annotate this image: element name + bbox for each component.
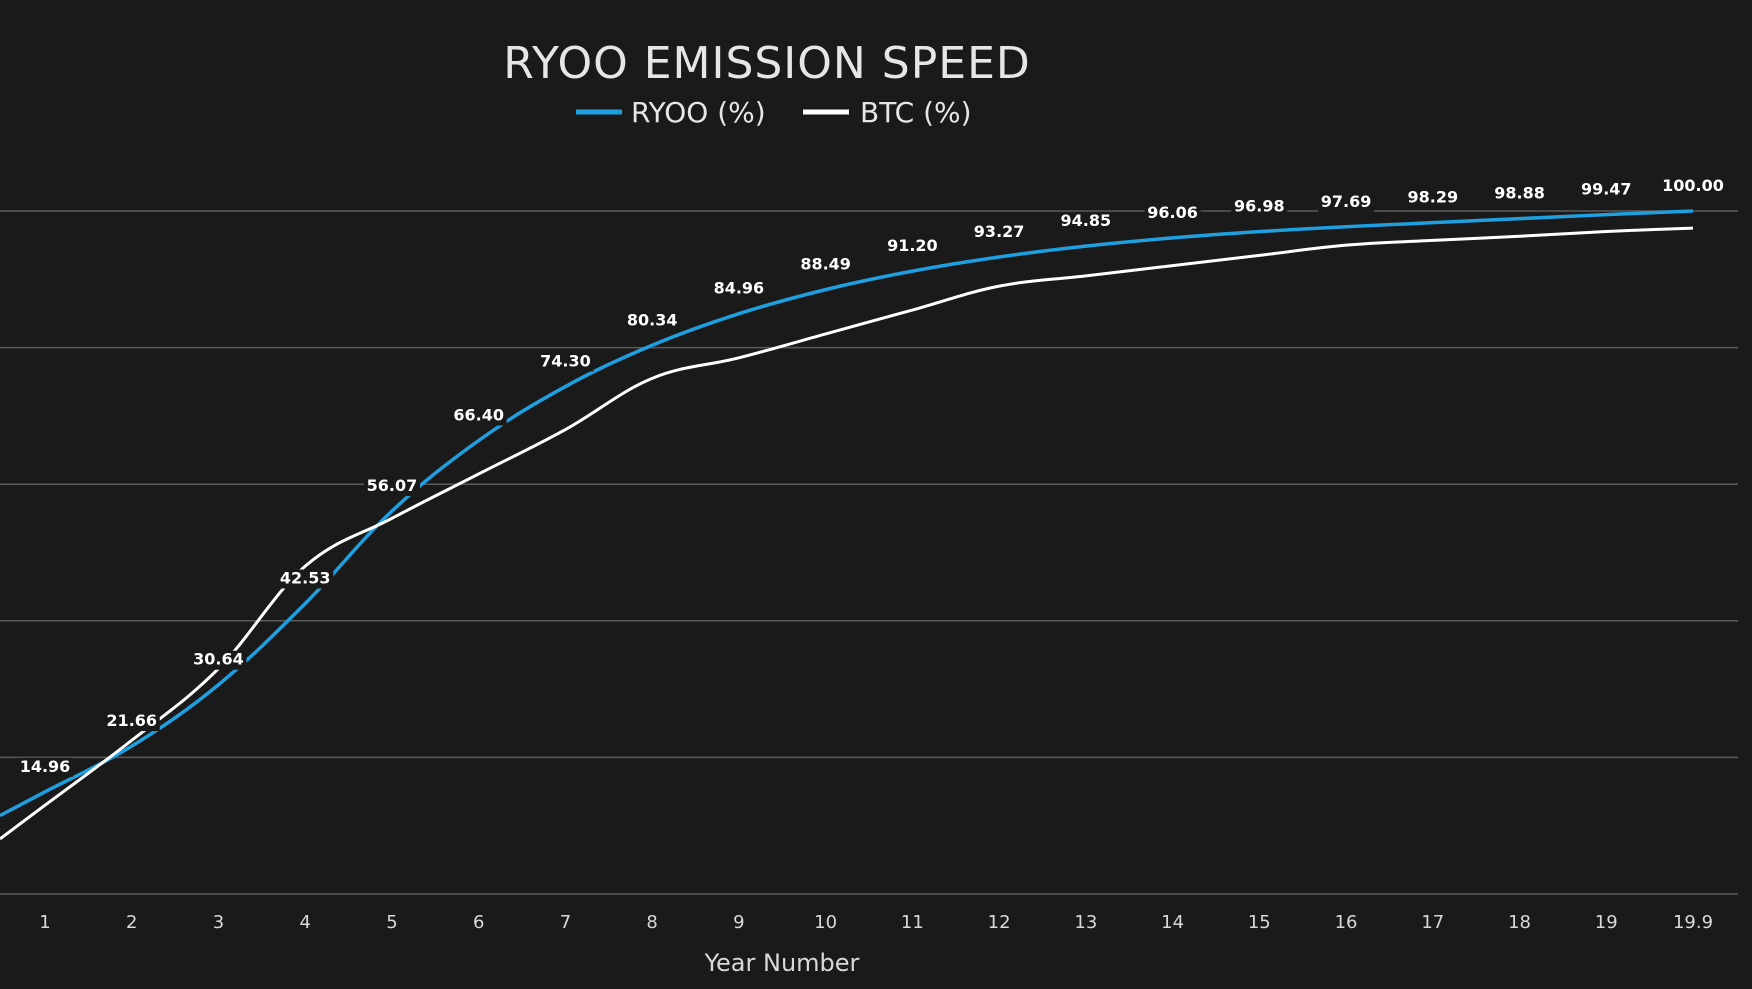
data-label-bg: [17, 757, 73, 777]
data-label: 97.69: [1321, 192, 1372, 211]
data-label: 96.06: [1147, 203, 1198, 222]
btc-series-line: [0, 226, 1694, 841]
data-label-bg: [1491, 184, 1548, 204]
x-axis-ticks: 1 2 3 4 5 6 7 8 9 10 11 12 13 14 15 16 17 18 19 19.9: [39, 912, 1713, 933]
data-label: 99.47: [1581, 180, 1632, 199]
data-label: 94.85: [1061, 211, 1112, 230]
data-label-bg: [624, 311, 681, 331]
data-label-bg: [797, 255, 854, 275]
x-tick-label: 8: [646, 912, 657, 933]
data-label-bg: [1057, 212, 1114, 232]
x-tick-label: 4: [299, 912, 310, 933]
x-tick-label: 2: [126, 912, 137, 933]
data-label: 74.30: [540, 352, 591, 371]
x-tick-label: 11: [901, 912, 924, 933]
data-label: 93.27: [974, 222, 1025, 241]
x-tick-label: 18: [1508, 912, 1531, 933]
data-label: 84.96: [714, 279, 765, 298]
data-labels: 14.96 21.66 30.64 42.53 56.07 66.40 74.30 80.34…: [17, 176, 1726, 777]
data-label-bg: [537, 352, 594, 372]
x-tick-label: 15: [1248, 912, 1271, 933]
data-label-bg: [450, 406, 507, 426]
data-label-bg: [363, 477, 420, 497]
x-tick-label: 19.9: [1673, 912, 1713, 933]
data-label-bg: [971, 222, 1028, 242]
x-tick-label: 10: [814, 912, 837, 933]
legend-item-ryoo: RYOO (%): [576, 96, 766, 129]
data-label-bg: [710, 279, 767, 299]
gridlines: [0, 210, 1738, 895]
x-tick-label: 16: [1335, 912, 1358, 933]
data-label: 96.98: [1234, 197, 1285, 216]
series-lines: [0, 209, 1694, 841]
x-tick-label: 9: [733, 912, 744, 933]
data-label: 14.96: [20, 757, 71, 776]
x-tick-label: 19: [1595, 912, 1618, 933]
data-label-bg: [1231, 197, 1288, 217]
data-label-bg: [1144, 203, 1201, 223]
x-tick-label: 13: [1074, 912, 1097, 933]
x-axis-label: Year Number: [704, 949, 860, 977]
data-label-bg: [884, 237, 941, 257]
x-tick-label: 6: [473, 912, 484, 933]
x-tick-label: 14: [1161, 912, 1184, 933]
data-label: 88.49: [800, 255, 851, 274]
x-tick-label: 1: [39, 912, 50, 933]
data-label-bg: [1660, 177, 1726, 196]
data-label-bg: [1578, 180, 1635, 200]
legend-item-btc: BTC (%): [803, 96, 972, 129]
x-tick-label: 17: [1421, 912, 1444, 933]
ryoo-series-line: [0, 209, 1694, 818]
x-tick-label: 7: [560, 912, 571, 933]
data-label-bg: [103, 712, 160, 732]
data-label: 21.66: [106, 711, 157, 730]
data-label-bg: [1318, 192, 1375, 212]
data-label: 80.34: [627, 310, 678, 329]
chart-title: RYOO EMISSION SPEED: [503, 38, 1031, 89]
x-tick-label: 3: [213, 912, 224, 933]
legend: RYOO (%) BTC (%): [576, 96, 972, 129]
data-label: 98.88: [1494, 184, 1545, 203]
data-label: 42.53: [280, 569, 331, 588]
data-label: 56.07: [367, 476, 418, 495]
legend-label-ryoo: RYOO (%): [631, 96, 766, 129]
x-tick-label: 5: [386, 912, 397, 933]
data-label-bg: [1404, 188, 1461, 208]
data-label-bg: [277, 569, 334, 589]
data-label: 98.29: [1407, 188, 1458, 207]
data-label: 91.20: [887, 236, 938, 255]
data-label: 30.64: [193, 650, 244, 669]
data-label: 100.00: [1662, 176, 1724, 195]
x-tick-label: 12: [988, 912, 1011, 933]
data-label-bg: [190, 650, 247, 670]
legend-label-btc: BTC (%): [860, 96, 972, 129]
data-label: 66.40: [453, 405, 504, 424]
